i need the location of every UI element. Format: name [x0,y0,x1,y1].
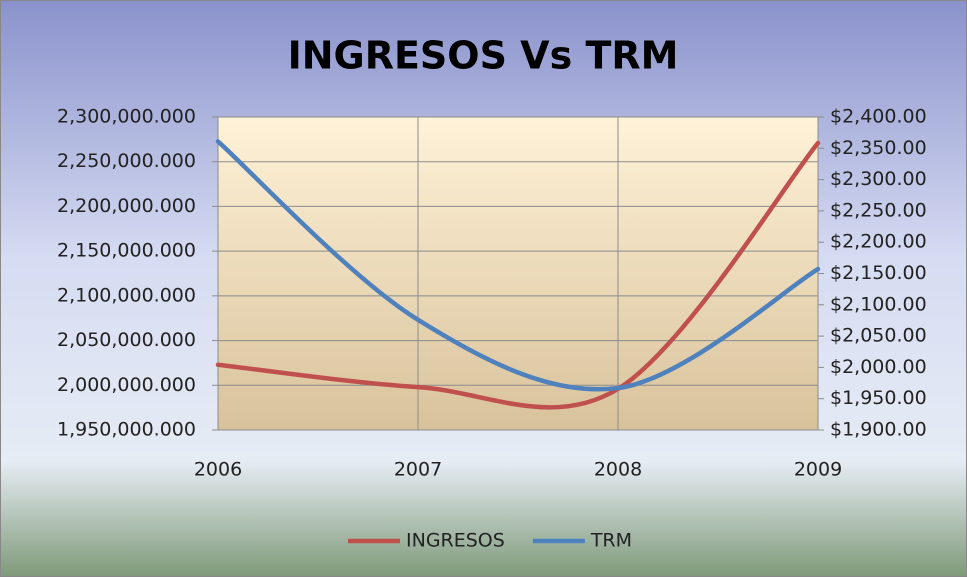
y2-tick-label: $1,900.00 [830,419,927,441]
y2-tick-label: $1,950.00 [830,387,927,409]
y2-tick-label: $2,050.00 [830,325,927,347]
y-tick-label: 2,100,000.000 [57,284,196,306]
y-tick-label: 2,050,000.000 [57,329,196,351]
y2-tick-label: $2,300.00 [830,168,927,190]
x-tick-label: 2008 [594,459,642,481]
y2-tick-label: $2,200.00 [830,231,927,253]
y-tick-label: 2,250,000.000 [57,150,196,172]
y2-tick-label: $2,000.00 [830,356,927,378]
x-tick-label: 2006 [194,459,242,481]
line [215,139,821,392]
y2-tick-label: $2,400.00 [830,106,927,128]
legend-label: INGRESOS [406,530,505,552]
y-tick-label: 2,000,000.000 [57,374,196,396]
y2-tick-label: $2,350.00 [830,137,927,159]
y-tick-label: 2,200,000.000 [57,195,196,217]
line [215,140,821,410]
y2-tick-label: $2,100.00 [830,293,927,315]
y2-tick-label: $2,250.00 [830,199,927,221]
y-tick-label: 2,300,000.000 [57,106,196,128]
chart-title: INGRESOS Vs TRM [288,34,679,78]
x-tick-label: 2007 [394,459,442,481]
y-tick-label: 2,150,000.000 [57,240,196,262]
y-tick-label: 1,950,000.000 [57,419,196,441]
y2-tick-label: $2,150.00 [830,262,927,284]
plot-area [218,117,818,430]
legend-label: TRM [590,530,632,552]
x-tick-label: 2009 [794,459,842,481]
